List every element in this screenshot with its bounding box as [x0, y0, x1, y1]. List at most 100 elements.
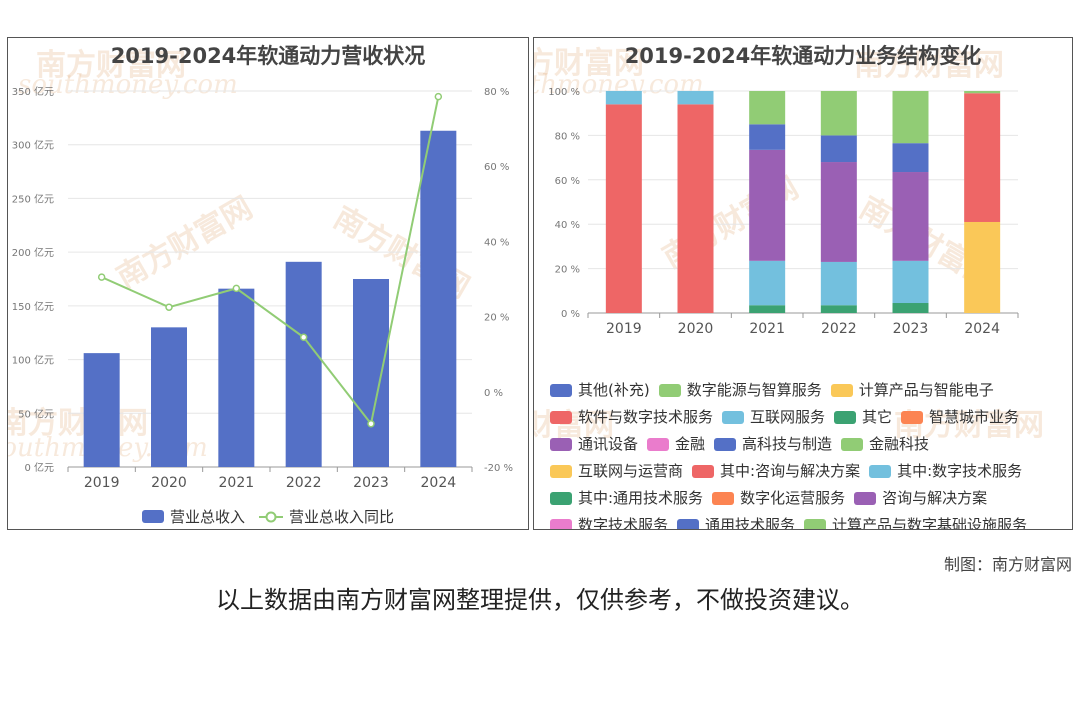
disclaimer-text: 以上数据由南方财富网整理提供，仅供参考，不做投资建议。	[216, 586, 864, 614]
x-tick-label: 2024	[964, 321, 1000, 337]
legend-item[interactable]: 数字技术服务	[550, 513, 669, 530]
watermark-cn: 南方财富网	[534, 408, 614, 443]
legend-item[interactable]: 通讯设备	[550, 432, 638, 457]
legend-label: 互联网与运营商	[578, 462, 684, 480]
legend-label: 营业总收入同比	[289, 508, 395, 526]
x-tick-label: 2022	[286, 475, 322, 491]
legend-label: 数字化运营服务	[740, 489, 846, 507]
point-yoy	[367, 420, 375, 428]
y-tick-label: 60 %	[555, 176, 580, 187]
watermark-cn: 南方财富网	[36, 48, 186, 83]
watermark-en: southmoney.com	[18, 70, 238, 100]
stack-segment	[892, 303, 929, 313]
legend-label: 其中:通用技术服务	[578, 489, 704, 507]
legend-swatch	[714, 438, 737, 451]
legend-item[interactable]: 其中:咨询与解决方案	[692, 459, 860, 484]
legend-item[interactable]: 其它	[834, 405, 892, 430]
legend-swatch	[550, 465, 572, 478]
legend-label: 高科技与制造	[742, 435, 833, 453]
stack-segment	[749, 91, 786, 125]
legend-label: 咨询与解决方案	[882, 489, 988, 507]
x-tick-label: 2020	[151, 475, 187, 491]
stack-segment	[820, 305, 857, 313]
bar-revenue	[83, 353, 120, 467]
y-tick-label-right: 20 %	[484, 313, 509, 324]
legend-item[interactable]: 计算产品与智能电子	[830, 378, 994, 403]
legend-item[interactable]: 通用技术服务	[677, 513, 795, 529]
legend-label: 计算产品与智能电子	[858, 381, 994, 399]
legend-item[interactable]: 金融科技	[841, 432, 929, 457]
legend-label: 计算产品与数字基础设施服务	[832, 516, 1028, 530]
legend-swatch	[854, 492, 877, 505]
x-tick-label: 2023	[353, 475, 389, 491]
legend-label: 智慧城市业务	[929, 408, 1020, 426]
y-tick-label: 0 %	[561, 309, 580, 320]
chart-legend: 其他(补充) 数字能源与智算服务 计算产品与智能电子软件与数字技术服务 互联网服务 其它…	[550, 378, 1064, 530]
stack-segment	[749, 260, 786, 306]
stack-segment	[677, 91, 714, 105]
legend-item[interactable]: 其他(补充)	[550, 378, 650, 403]
legend-swatch	[550, 492, 572, 505]
legend-label: 金融	[675, 435, 706, 453]
stack-segment	[820, 261, 857, 306]
revenue-chart-svg: 0 亿元 50 亿元 100 亿元 150 亿元 200 亿元 250 亿元 300 亿元 3…	[12, 85, 513, 491]
stack-segment	[749, 305, 786, 313]
bar-revenue	[285, 261, 322, 467]
y-tick-label-left: 100 亿元	[12, 354, 54, 367]
legend-label: 数字技术服务	[578, 516, 669, 530]
y-tick-label-left: 0 亿元	[24, 461, 54, 474]
watermark-cn: 南方财富网	[7, 406, 148, 441]
legend-label: 其中:咨询与解决方案	[720, 462, 861, 480]
legend-swatch	[550, 384, 572, 397]
legend-swatch	[901, 411, 924, 424]
watermark-cn: 南方财富网	[534, 46, 644, 81]
stack-segment	[892, 143, 929, 173]
legend-swatch	[841, 438, 864, 451]
revenue-chart-panel: 南方财富网 southmoney.com 南方财富网 南方财富网 南方财富网 s…	[7, 37, 529, 530]
legend-item[interactable]: 其中:通用技术服务	[550, 486, 703, 511]
point-yoy	[232, 284, 241, 293]
bar-revenue	[420, 130, 457, 467]
legend-item[interactable]: 咨询与解决方案	[854, 486, 987, 511]
x-tick-label: 2019	[606, 321, 642, 337]
legend-swatch	[869, 465, 892, 478]
legend-label: 数字能源与智算服务	[686, 381, 822, 399]
y-tick-label: 80 %	[555, 131, 580, 142]
stack-segment	[749, 149, 786, 261]
legend-line-swatch	[259, 511, 283, 522]
x-tick-label: 2019	[84, 475, 120, 491]
legend-swatch	[830, 384, 853, 397]
y-tick-label-right: -20 %	[484, 463, 513, 474]
legend-item[interactable]: 金融	[647, 432, 705, 457]
legend-swatch	[834, 411, 857, 424]
legend-swatch	[677, 519, 700, 529]
legend-item[interactable]: 数字能源与智算服务	[658, 378, 822, 403]
stack-segment	[820, 135, 857, 163]
bar-revenue	[151, 327, 187, 467]
stack-segment	[964, 221, 1001, 313]
y-tick-label: 40 %	[555, 220, 580, 231]
legend-label: 其它	[862, 408, 893, 426]
legend-item[interactable]: 数字化运营服务	[712, 486, 845, 511]
business-structure-panel: 南方财富网 southmoney.com 南方财富网 南方财富网 南方财富网 南…	[533, 37, 1073, 530]
x-tick-label: 2022	[821, 321, 857, 337]
legend-item[interactable]: 智慧城市业务	[901, 405, 1019, 430]
watermark-cn: 南方财富网	[854, 48, 1004, 83]
chart-credit: 制图：南方财富网	[943, 555, 1072, 574]
legend-item-yoy[interactable]: 营业总收入同比	[259, 506, 394, 527]
legend-swatch	[141, 510, 164, 523]
legend-item[interactable]: 其中:数字技术服务	[869, 459, 1022, 484]
legend-item[interactable]: 互联网服务	[722, 405, 825, 430]
x-tick-label: 2021	[219, 475, 255, 491]
stack-segment	[605, 91, 642, 105]
line-yoy	[101, 96, 440, 427]
legend-item[interactable]: 计算产品与数字基础设施服务	[804, 513, 1028, 530]
legend-item[interactable]: 高科技与制造	[714, 432, 832, 457]
legend-item[interactable]: 软件与数字技术服务	[550, 405, 713, 430]
legend-item[interactable]: 互联网与运营商	[550, 459, 683, 484]
legend-swatch	[712, 492, 735, 505]
legend-label: 软件与数字技术服务	[578, 408, 714, 426]
point-yoy	[299, 333, 308, 342]
legend-item-revenue[interactable]: 营业总收入	[141, 506, 245, 527]
x-tick-label: 2020	[678, 321, 714, 337]
